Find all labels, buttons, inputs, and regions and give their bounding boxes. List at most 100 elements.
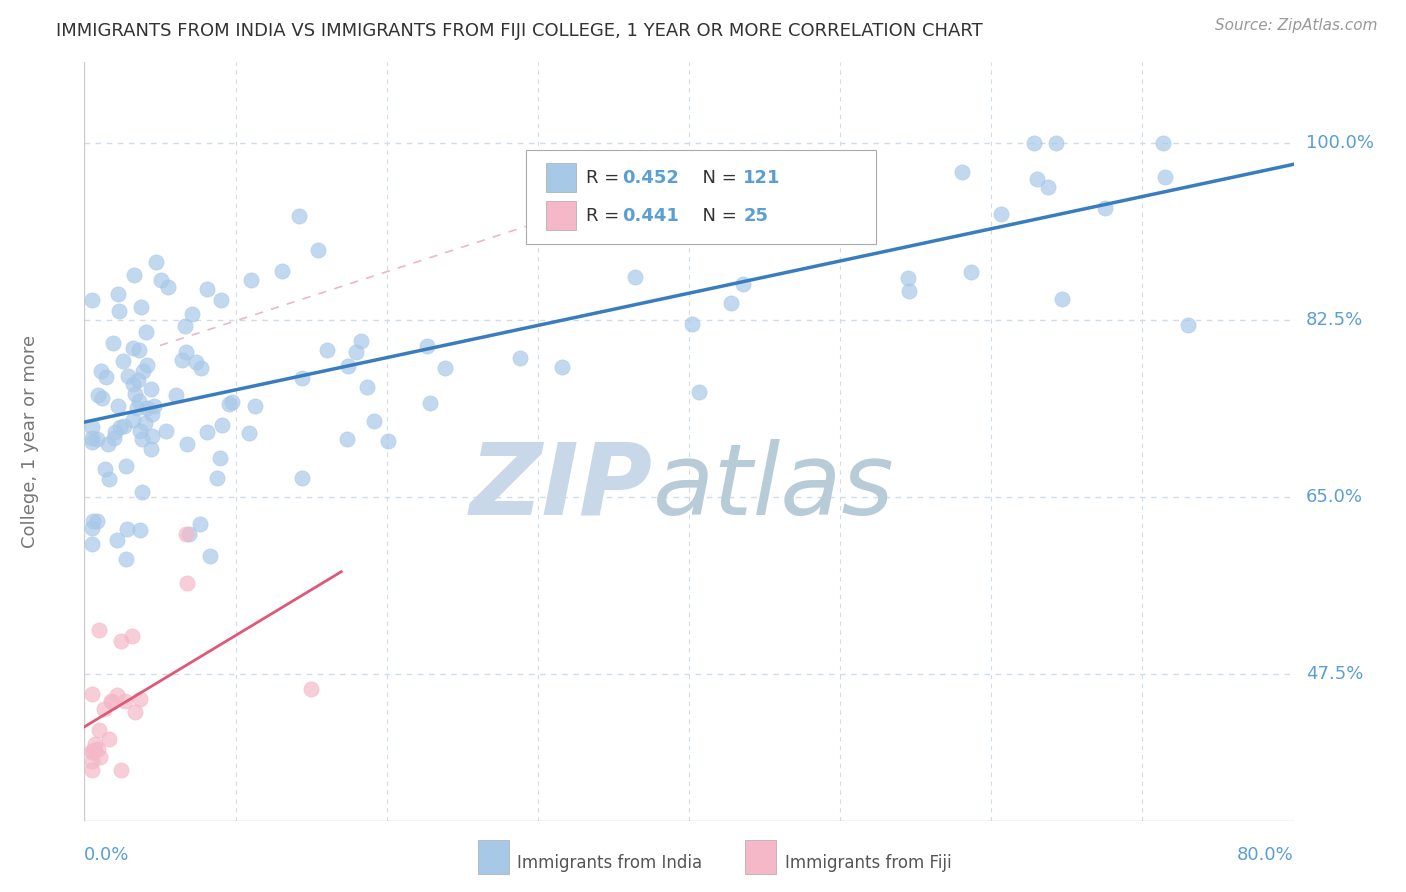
Point: [416, 339, 439, 353]
Point: [80, 434, 103, 449]
Point: [245, 399, 267, 413]
Point: [177, 527, 200, 541]
Point: [97, 472, 120, 486]
Point: [897, 271, 920, 285]
Point: [122, 268, 145, 283]
Point: [86, 432, 108, 446]
Text: 0.441: 0.441: [623, 207, 679, 225]
Point: [89, 723, 111, 737]
Text: R =: R =: [586, 207, 626, 225]
Text: 121: 121: [744, 169, 780, 186]
Point: [124, 386, 146, 401]
Point: [307, 243, 329, 257]
Point: [80, 745, 103, 759]
Point: [80, 754, 103, 768]
Point: [174, 345, 197, 359]
Point: [211, 417, 233, 432]
Point: [1022, 136, 1045, 151]
Text: atlas: atlas: [652, 439, 894, 535]
Text: N =: N =: [692, 169, 742, 186]
Point: [97, 436, 120, 450]
Point: [170, 353, 193, 368]
Point: [143, 399, 166, 413]
Point: [897, 284, 920, 298]
Point: [288, 209, 311, 223]
Point: [205, 471, 228, 485]
Point: [1094, 201, 1116, 215]
Point: [190, 360, 212, 375]
Point: [509, 351, 531, 366]
Point: [1045, 136, 1067, 151]
Point: [80, 293, 103, 307]
Point: [344, 345, 367, 359]
Point: [188, 517, 211, 532]
Point: [181, 307, 204, 321]
Text: 65.0%: 65.0%: [1306, 488, 1362, 506]
Point: [136, 359, 159, 373]
Point: [1154, 169, 1177, 184]
Point: [960, 265, 983, 279]
Point: [350, 334, 373, 348]
Point: [141, 442, 163, 456]
Point: [110, 634, 132, 648]
Point: [105, 688, 128, 702]
Point: [731, 277, 754, 292]
Point: [316, 343, 339, 357]
Point: [377, 434, 399, 448]
Point: [107, 286, 129, 301]
Point: [129, 301, 152, 315]
Point: [720, 296, 742, 310]
Point: [80, 419, 103, 434]
Point: [80, 763, 103, 777]
Point: [121, 629, 143, 643]
Point: [176, 575, 198, 590]
Point: [105, 533, 128, 548]
Point: [195, 425, 218, 440]
Point: [1052, 293, 1074, 307]
Point: [790, 186, 813, 200]
Text: 80.0%: 80.0%: [1237, 846, 1294, 864]
Point: [110, 763, 132, 777]
Text: 0.452: 0.452: [623, 169, 679, 186]
Point: [122, 413, 145, 427]
Point: [1026, 171, 1049, 186]
FancyBboxPatch shape: [547, 163, 576, 192]
Text: 82.5%: 82.5%: [1306, 311, 1362, 329]
Point: [291, 470, 314, 484]
Point: [121, 376, 143, 391]
Point: [111, 354, 134, 368]
Point: [363, 413, 385, 427]
Point: [122, 341, 145, 355]
Point: [112, 418, 135, 433]
Point: [221, 395, 243, 409]
Point: [124, 705, 146, 719]
Point: [101, 695, 124, 709]
Point: [176, 436, 198, 450]
Point: [115, 522, 138, 536]
Point: [94, 462, 117, 476]
Text: 100.0%: 100.0%: [1306, 135, 1374, 153]
Text: 25: 25: [744, 207, 768, 225]
Text: Source: ZipAtlas.com: Source: ZipAtlas.com: [1215, 18, 1378, 33]
Point: [136, 401, 159, 415]
Point: [209, 293, 232, 308]
Point: [681, 317, 703, 331]
Point: [94, 370, 117, 384]
Text: Immigrants from Fiji: Immigrants from Fiji: [785, 855, 952, 872]
Point: [128, 393, 150, 408]
Point: [125, 401, 148, 415]
Point: [688, 384, 710, 399]
FancyBboxPatch shape: [547, 202, 576, 230]
Point: [174, 527, 197, 541]
Point: [84, 743, 107, 757]
Point: [851, 208, 873, 222]
Point: [990, 207, 1012, 221]
Point: [356, 380, 378, 394]
Point: [218, 397, 240, 411]
Point: [80, 744, 103, 758]
Point: [89, 623, 111, 637]
Point: [624, 270, 647, 285]
Point: [117, 369, 139, 384]
Point: [173, 318, 195, 333]
Point: [271, 263, 294, 277]
